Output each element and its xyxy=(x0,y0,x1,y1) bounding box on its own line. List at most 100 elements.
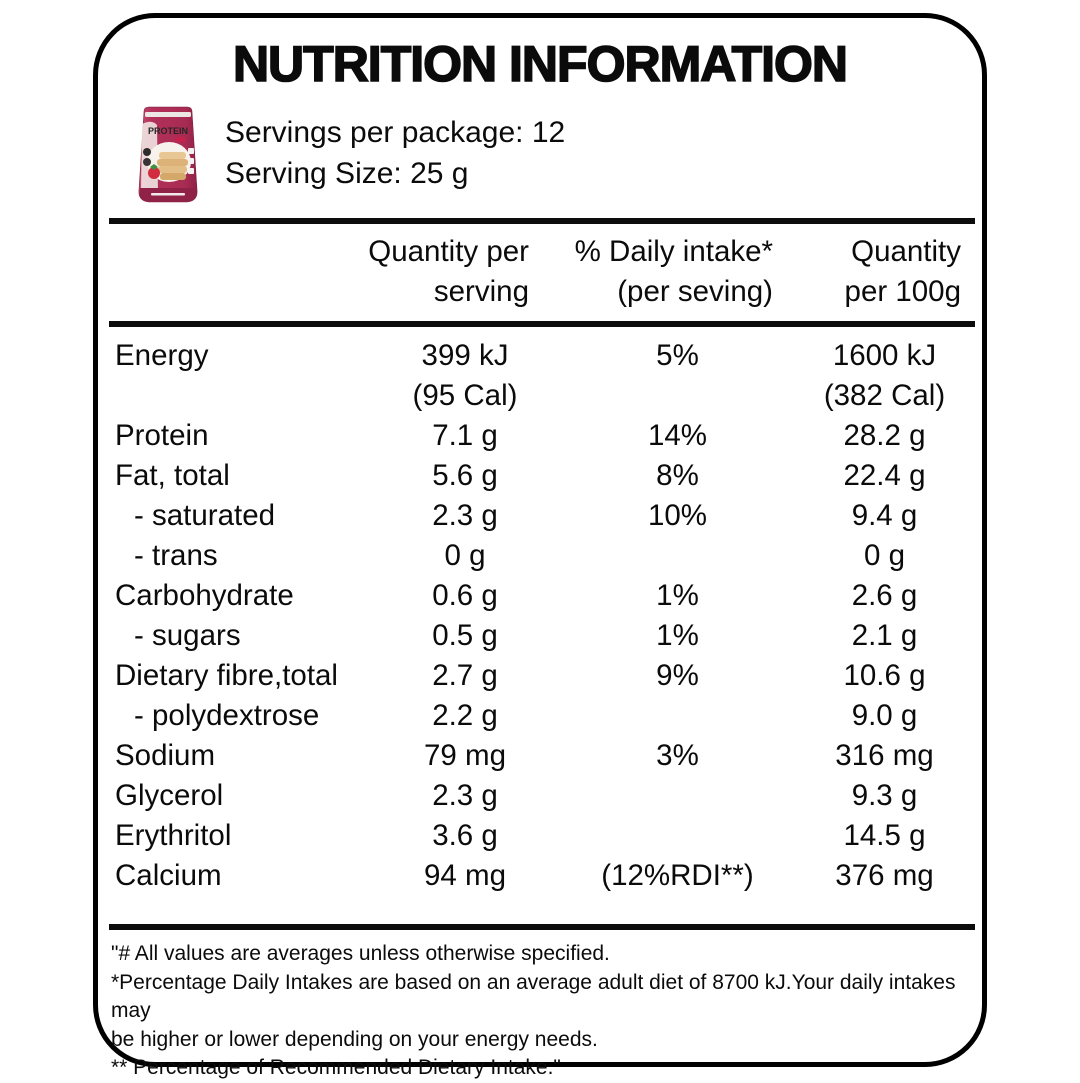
nutrient-label: Sodium xyxy=(115,739,216,772)
header-quantity-per-100g: Quantity per 100g xyxy=(844,235,961,308)
cell-quantity-per-100g: 2.6 g xyxy=(851,579,918,612)
pancake xyxy=(160,173,186,180)
nutrition-table-body: Energy 399 kJ 5% 1600 kJ (95 Cal) (382 C… xyxy=(109,336,979,896)
table-header: Quantity per serving % Daily intake* (pe… xyxy=(109,232,979,312)
cell-daily-intake: 5% xyxy=(656,339,699,372)
serving-info-section: PROTEIN Servings per package: 12 Serving… xyxy=(128,102,565,208)
cell-quantity-per-serving: 94 mg xyxy=(424,859,506,892)
pancake xyxy=(157,159,188,166)
nutrient-label: Erythritol xyxy=(115,819,232,852)
nutrient-label: - polydextrose xyxy=(134,699,320,732)
table-row: Erythritol 3.6 g 14.5 g xyxy=(109,816,979,856)
table-row: Fat, total 5.6 g 8% 22.4 g xyxy=(109,456,979,496)
header-daily-intake: % Daily intake* (per seving) xyxy=(574,235,773,308)
divider-top xyxy=(109,218,975,224)
feature-icon xyxy=(188,158,194,164)
nutrient-label: - trans xyxy=(134,539,218,572)
footnote-line: be higher or lower depending on your ene… xyxy=(111,1027,598,1051)
cell-daily-intake xyxy=(565,816,790,856)
divider-header xyxy=(109,321,975,327)
table-row: Calcium 94 mg (12%RDI**) 376 mg xyxy=(109,856,979,896)
cell-quantity-per-100g: 316 mg xyxy=(835,739,934,772)
product-image: PROTEIN xyxy=(138,106,198,203)
header-nutrient-column xyxy=(109,232,365,312)
nutrient-label: Energy xyxy=(115,339,209,372)
footnote-line: *Percentage Daily Intakes are based on a… xyxy=(111,970,956,1023)
cell-quantity-per-100g: 9.0 g xyxy=(851,699,918,732)
cell-daily-intake xyxy=(565,536,790,576)
footnotes: "# All values are averages unless otherw… xyxy=(111,940,973,1083)
cell-quantity-per-100g: 28.2 g xyxy=(843,419,926,452)
table-row: Carbohydrate 0.6 g 1% 2.6 g xyxy=(109,576,979,616)
table-row: Dietary fibre,total 2.7 g 9% 10.6 g xyxy=(109,656,979,696)
cell-quantity-per-100g: 10.6 g xyxy=(843,659,926,692)
cell-quantity-per-serving: 3.6 g xyxy=(432,819,498,852)
table-row: (95 Cal) (382 Cal) xyxy=(109,376,979,416)
cell-quantity-per-100g: 0 g xyxy=(863,539,905,572)
cell-quantity-per-100g: (382 Cal) xyxy=(823,379,946,412)
pancake xyxy=(158,166,187,173)
cell-daily-intake: 10% xyxy=(647,499,708,532)
table-row: Energy 399 kJ 5% 1600 kJ xyxy=(109,336,979,376)
pancake xyxy=(159,152,186,159)
cell-quantity-per-100g: 1600 kJ xyxy=(832,339,937,372)
serving-size: Serving Size: 25 g xyxy=(225,157,469,190)
table-row: Glycerol 2.3 g 9.3 g xyxy=(109,776,979,816)
cell-daily-intake: 1% xyxy=(656,619,699,652)
cell-quantity-per-serving: 2.2 g xyxy=(432,699,498,732)
table-row: Sodium 79 mg 3% 316 mg xyxy=(109,736,979,776)
cell-quantity-per-100g: 9.3 g xyxy=(851,779,918,812)
strawberry-leaf xyxy=(150,164,158,170)
table-row: Protein 7.1 g 14% 28.2 g xyxy=(109,416,979,456)
cell-quantity-per-100g: 14.5 g xyxy=(843,819,926,852)
cell-quantity-per-serving: (95 Cal) xyxy=(412,379,518,412)
cell-daily-intake: 9% xyxy=(656,659,699,692)
cell-daily-intake: (12%RDI**) xyxy=(601,859,754,892)
cell-quantity-per-serving: 2.3 g xyxy=(432,779,498,812)
table-row: - trans 0 g 0 g xyxy=(109,536,979,576)
nutrient-label: - sugars xyxy=(134,619,241,652)
cell-quantity-per-serving: 0 g xyxy=(444,539,486,572)
header-quantity-per-serving: Quantity per serving xyxy=(368,235,529,308)
badge xyxy=(143,148,151,156)
footnote-line: "# All values are averages unless otherw… xyxy=(111,942,610,965)
servings-per-package: Servings per package: 12 xyxy=(225,116,566,149)
table-row: - polydextrose 2.2 g 9.0 g xyxy=(109,696,979,736)
cell-quantity-per-serving: 2.7 g xyxy=(432,659,498,692)
cell-quantity-per-100g: 2.1 g xyxy=(851,619,918,652)
feature-icon xyxy=(188,168,194,174)
feature-icon xyxy=(188,148,194,154)
cell-daily-intake xyxy=(565,776,790,816)
cell-daily-intake xyxy=(565,696,790,736)
nutrient-label: Carbohydrate xyxy=(115,579,294,612)
cell-quantity-per-100g: 9.4 g xyxy=(851,499,918,532)
cell-quantity-per-serving: 5.6 g xyxy=(432,459,498,492)
nutrient-label: - saturated xyxy=(134,499,276,532)
cell-daily-intake: 1% xyxy=(656,579,699,612)
product-brand-text: PROTEIN xyxy=(148,126,188,136)
nutrient-label: Glycerol xyxy=(115,779,224,812)
nutrient-label xyxy=(109,376,365,416)
cell-quantity-per-serving: 0.5 g xyxy=(432,619,498,652)
badge xyxy=(143,158,151,166)
cell-daily-intake xyxy=(565,376,790,416)
nutrient-label: Calcium xyxy=(115,859,222,892)
cell-quantity-per-serving: 0.6 g xyxy=(432,579,498,612)
nutrient-label: Dietary fibre,total xyxy=(115,659,338,692)
cell-quantity-per-serving: 2.3 g xyxy=(432,499,498,532)
divider-bottom xyxy=(109,924,975,930)
nutrient-label: Fat, total xyxy=(115,459,230,492)
cell-quantity-per-100g: 376 mg xyxy=(835,859,934,892)
bottom-band-text-line xyxy=(151,193,185,196)
pouch-top-seal xyxy=(145,112,191,117)
cell-daily-intake: 3% xyxy=(656,739,699,772)
page-title: NUTRITION INFORMATION xyxy=(232,35,849,93)
nutrition-panel: NUTRITION INFORMATION PROTEIN xyxy=(93,13,987,1079)
nutrient-label: Protein xyxy=(115,419,209,452)
cell-quantity-per-serving: 399 kJ xyxy=(421,339,509,372)
footnote-line: ** Percentage of Recommended Dietary Int… xyxy=(111,1056,561,1079)
cell-quantity-per-serving: 7.1 g xyxy=(432,419,498,452)
cell-quantity-per-serving: 79 mg xyxy=(424,739,506,772)
table-row: - saturated 2.3 g 10% 9.4 g xyxy=(109,496,979,536)
brand-tag xyxy=(175,137,186,142)
